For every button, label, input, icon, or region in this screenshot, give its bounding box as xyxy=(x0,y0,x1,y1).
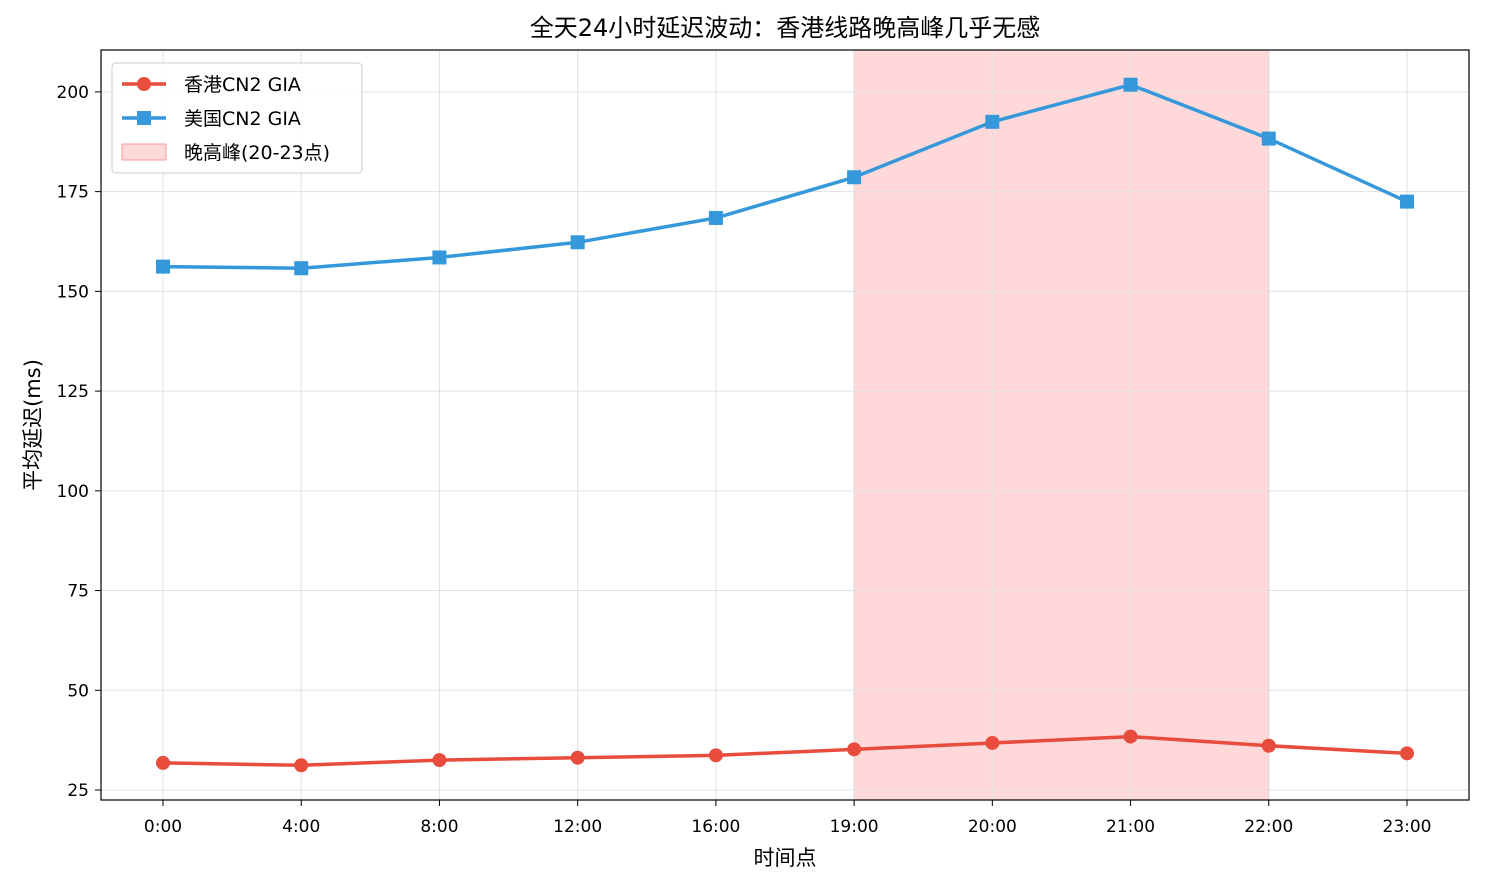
data-point-circle xyxy=(708,748,723,763)
y-tick-label: 200 xyxy=(57,83,89,103)
data-point-square xyxy=(570,235,585,250)
y-tick-label: 100 xyxy=(57,482,89,502)
data-point-square xyxy=(847,170,862,185)
data-point-circle xyxy=(985,735,1000,750)
y-tick-label: 175 xyxy=(57,183,89,203)
data-point-circle xyxy=(294,758,309,773)
data-point-circle xyxy=(1261,738,1276,753)
data-point-square xyxy=(156,259,170,274)
x-axis-label: 时间点 xyxy=(754,846,817,870)
y-tick-label: 50 xyxy=(67,681,89,701)
legend-marker-square xyxy=(137,111,151,125)
plot-frame xyxy=(100,49,1470,801)
data-point-square xyxy=(432,250,447,265)
data-point-circle xyxy=(432,753,447,768)
legend-band-swatch xyxy=(121,143,167,161)
data-point-square xyxy=(1400,194,1414,209)
data-point-circle xyxy=(570,750,585,765)
data-point-circle xyxy=(1123,729,1138,744)
data-point-square xyxy=(294,261,309,276)
legend-box xyxy=(111,62,363,174)
data-point-circle xyxy=(847,742,862,757)
legend-marker-circle xyxy=(137,77,151,91)
y-axis-label: 平均延迟(ms) xyxy=(21,359,45,491)
x-tick-label: 19:00 xyxy=(830,817,879,837)
x-tick-label: 22:00 xyxy=(1244,817,1293,837)
series-line-0 xyxy=(161,734,1409,768)
x-tick-label: 21:00 xyxy=(1106,817,1155,837)
chart-title: 全天24小时延迟波动：香港线路晚高峰几乎无感 xyxy=(530,14,1041,42)
data-point-square xyxy=(708,210,723,225)
legend-label: 香港CN2 GIA xyxy=(184,74,301,96)
legend-label: 晚高峰(20-23点) xyxy=(184,142,330,164)
x-tick-label: 8:00 xyxy=(420,817,458,837)
x-tick-label: 4:00 xyxy=(282,817,320,837)
series-line-1 xyxy=(161,82,1409,270)
x-tick-label: 16:00 xyxy=(691,817,740,837)
data-point-circle xyxy=(156,755,170,770)
y-tick-label: 25 xyxy=(67,781,89,801)
x-tick-label: 23:00 xyxy=(1383,817,1432,837)
y-tick-label: 75 xyxy=(67,582,89,602)
data-point-square xyxy=(1123,77,1138,92)
peak-hours-band xyxy=(853,49,1270,801)
x-tick-label: 20:00 xyxy=(968,817,1017,837)
legend-label: 美国CN2 GIA xyxy=(184,108,301,130)
y-tick-label: 125 xyxy=(57,382,89,402)
data-point-square xyxy=(985,114,1000,129)
legend: 香港CN2 GIA 美国CN2 GIA 晚高峰(20-23点) xyxy=(111,62,363,174)
x-tick-label: 12:00 xyxy=(553,817,602,837)
x-tick-label: 0:00 xyxy=(144,817,182,837)
y-tick-label: 150 xyxy=(57,282,89,302)
data-point-circle xyxy=(1400,746,1414,761)
data-point-square xyxy=(1261,131,1276,146)
